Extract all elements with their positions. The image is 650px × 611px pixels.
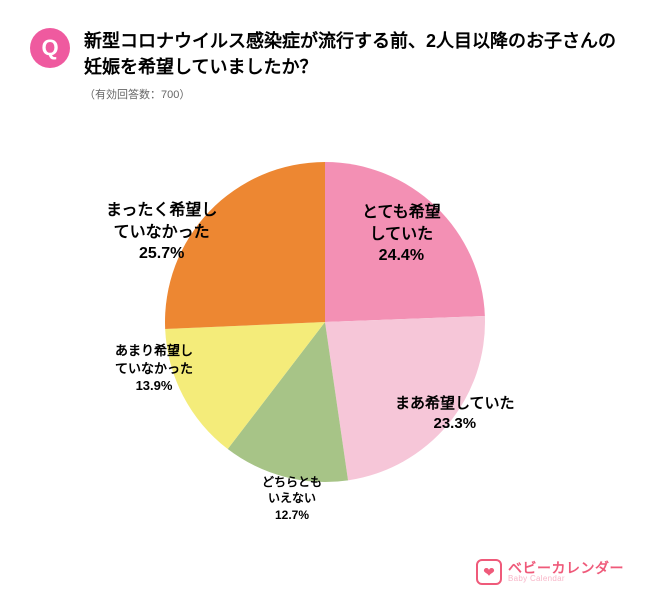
survey-question: 新型コロナウイルス感染症が流行する前、2人目以降のお子さんの妊娠を希望していまし…: [84, 28, 620, 80]
q-badge: Q: [30, 28, 70, 68]
pie-slice-label: あまり希望していなかった13.9%: [115, 342, 193, 395]
logo-text-sub: Baby Calendar: [508, 575, 624, 583]
pie-slice-label: まったく希望していなかった25.7%: [106, 200, 217, 265]
pie-slice-label: まあ希望していた23.3%: [395, 394, 515, 435]
logo-text-main: ベビーカレンダー: [508, 561, 624, 575]
header: Q 新型コロナウイルス感染症が流行する前、2人目以降のお子さんの妊娠を希望してい…: [0, 0, 650, 102]
brand-logo: ❤ ベビーカレンダー Baby Calendar: [476, 559, 624, 585]
calendar-heart-icon: ❤: [476, 559, 502, 585]
pie-slice-label: どちらともいえない12.7%: [262, 474, 322, 523]
pie-slice-label: とても希望していた24.4%: [362, 202, 441, 267]
pie-chart: [0, 102, 650, 542]
title-block: 新型コロナウイルス感染症が流行する前、2人目以降のお子さんの妊娠を希望していまし…: [84, 28, 620, 102]
pie-chart-area: とても希望していた24.4% まあ希望していた23.3% どちらともいえない12.7…: [0, 102, 650, 542]
response-count-note: （有効回答数：700）: [84, 86, 620, 102]
